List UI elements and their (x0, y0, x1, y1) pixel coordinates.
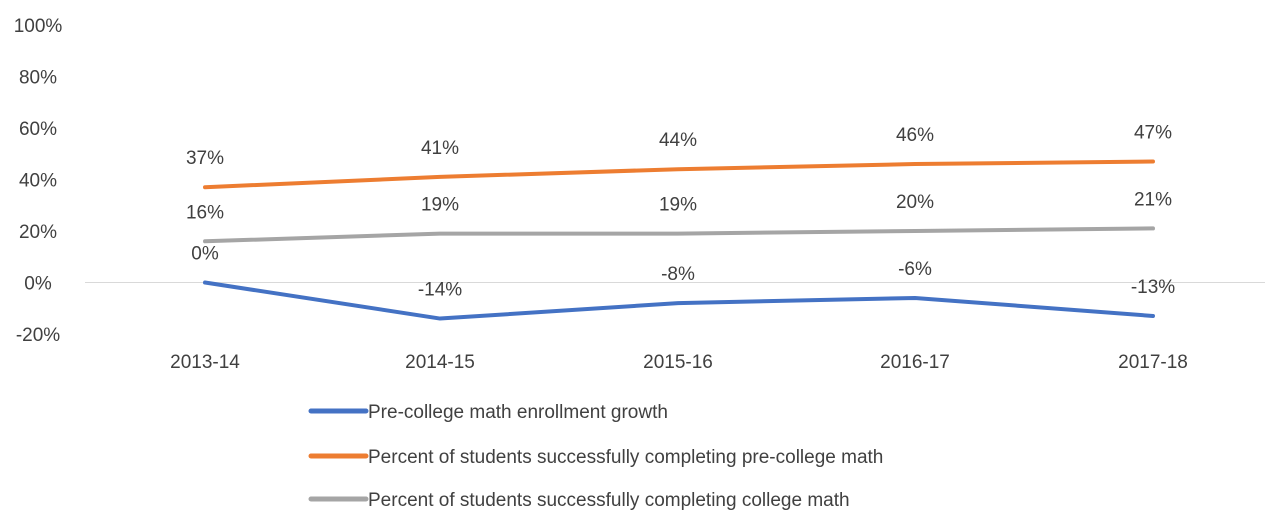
legend-label: Percent of students successfully complet… (368, 447, 883, 468)
series-line (203, 226, 1155, 244)
legend-label: Percent of students successfully complet… (368, 490, 850, 511)
x-tick-label: 2015-16 (643, 352, 713, 373)
data-labels: 0% -14% -8% -6% -13% 37% 41% 44% 46% 47% 16% 19% 19%… (186, 122, 1175, 300)
data-label: -6% (898, 259, 932, 280)
y-tick-label: 40% (19, 171, 57, 192)
y-tick-label: 60% (19, 119, 57, 140)
data-label: 47% (1134, 122, 1172, 143)
data-label: -8% (661, 264, 695, 285)
data-label: 16% (186, 202, 224, 223)
x-tick-label: 2016-17 (880, 352, 950, 373)
y-tick-label: 0% (24, 274, 52, 295)
series-line (203, 159, 1155, 190)
data-label: -14% (418, 280, 462, 301)
data-label: 21% (1134, 189, 1172, 210)
legend: Pre-college math enrollment growth Percen… (308, 402, 883, 511)
series-lines (203, 159, 1155, 321)
y-tick-label: 80% (19, 68, 57, 89)
x-tick-label: 2017-18 (1118, 352, 1188, 373)
data-label: -13% (1131, 277, 1175, 298)
data-label: 37% (186, 148, 224, 169)
data-label: 19% (659, 195, 697, 216)
data-label: 19% (421, 195, 459, 216)
y-tick-label: 20% (19, 222, 57, 243)
data-label: 46% (896, 125, 934, 146)
x-tick-label: 2013-14 (170, 352, 240, 373)
y-tick-label: 100% (14, 16, 63, 37)
x-tick-label: 2014-15 (405, 352, 475, 373)
data-label: 41% (421, 138, 459, 159)
x-axis: 2013-14 2014-15 2015-16 2016-17 2017-18 (170, 352, 1188, 373)
legend-label: Pre-college math enrollment growth (368, 402, 668, 423)
data-label: 20% (896, 192, 934, 213)
y-tick-label: -20% (16, 325, 60, 346)
data-label: 0% (191, 244, 219, 265)
y-axis: 100% 80% 60% 40% 20% 0% -20% (14, 16, 1265, 346)
series-line (203, 280, 1155, 321)
data-label: 44% (659, 130, 697, 151)
